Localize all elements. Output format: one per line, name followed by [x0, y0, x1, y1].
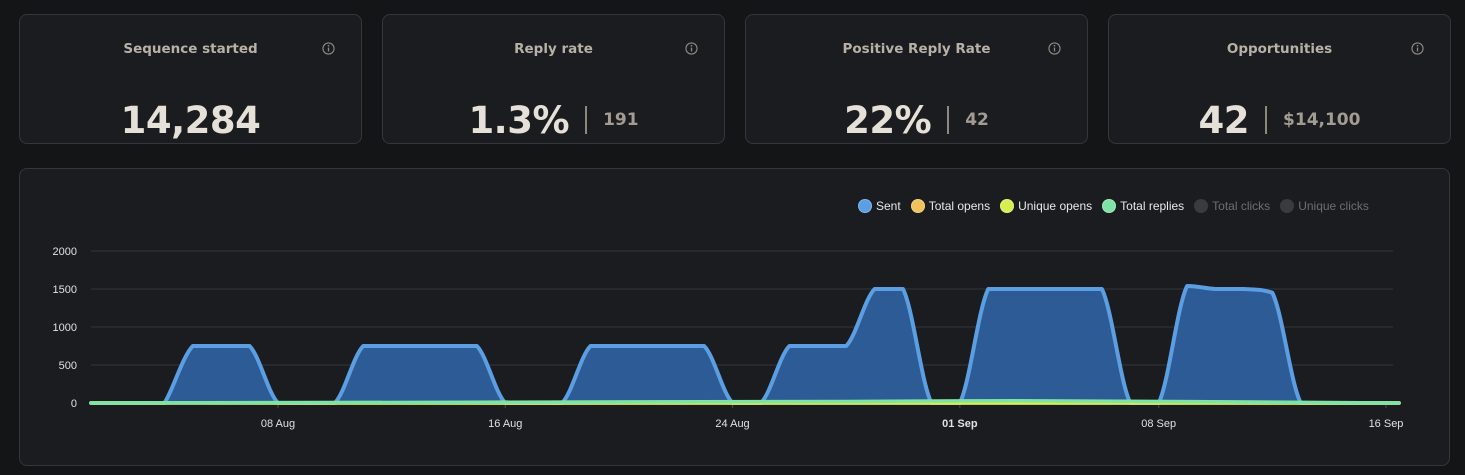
y-tick-label: 500 [59, 360, 77, 372]
legend-label: Total clicks [1212, 199, 1271, 213]
value-divider [947, 106, 950, 134]
info-icon[interactable] [685, 42, 698, 55]
value-divider [585, 106, 588, 134]
value-divider [1265, 106, 1268, 134]
card-value-row: 14,284 [20, 97, 361, 143]
card-value: 22% [844, 98, 932, 142]
legend-dot [1194, 199, 1209, 213]
legend-dot [1280, 199, 1295, 213]
legend-item-total-replies[interactable]: Total replies [1102, 199, 1184, 213]
kpi-card-reply-rate: Reply rate 1.3% 191 [382, 14, 725, 144]
info-icon[interactable] [1048, 42, 1061, 55]
card-title: Positive Reply Rate [842, 41, 991, 57]
legend-dot [1102, 199, 1117, 213]
legend-dot [910, 199, 925, 213]
card-secondary-value: 191 [603, 110, 639, 130]
legend-dot [1000, 199, 1015, 213]
legend-item-unique-opens[interactable]: Unique opens [1000, 199, 1092, 213]
y-tick-label: 1500 [53, 284, 77, 296]
series-area-sent [91, 285, 1399, 403]
card-secondary-value: $14,100 [1283, 110, 1361, 130]
info-icon[interactable] [322, 42, 335, 55]
x-tick-label: 16 Sep [1369, 418, 1404, 430]
y-tick-label: 2000 [53, 246, 77, 258]
card-title: Sequence started [123, 41, 258, 57]
legend-label: Total opens [928, 199, 991, 213]
y-tick-label: 0 [71, 398, 77, 410]
series-line-total-replies [89, 398, 1401, 405]
card-title: Reply rate [514, 41, 593, 57]
x-tick-label: 01 Sep [942, 418, 978, 430]
chart-legend: Sent Total opens Unique opens Total repl… [858, 199, 1379, 213]
legend-label: Unique opens [1018, 199, 1093, 213]
card-value-row: 1.3% 191 [383, 97, 724, 143]
kpi-card-opportunities: Opportunities 42 $14,100 [1108, 14, 1451, 144]
legend-item-unique-clicks[interactable]: Unique clicks [1280, 199, 1369, 213]
card-secondary-value: 42 [965, 110, 989, 130]
legend-item-total-opens[interactable]: Total opens [910, 199, 991, 213]
x-tick-label: 08 Sep [1141, 418, 1176, 430]
x-tick-label: 16 Aug [488, 418, 522, 430]
info-icon[interactable] [1411, 42, 1424, 55]
legend-label: Total replies [1120, 199, 1185, 213]
kpi-card-positive-reply-rate: Positive Reply Rate 22% 42 [745, 14, 1088, 144]
card-value-row: 22% 42 [746, 97, 1087, 143]
x-tick-label: 08 Aug [261, 418, 295, 430]
y-tick-label: 1000 [53, 322, 77, 334]
legend-item-total-clicks[interactable]: Total clicks [1194, 199, 1270, 213]
legend-item-sent[interactable]: Sent [858, 199, 901, 213]
card-value: 1.3% [468, 98, 570, 142]
card-value: 14,284 [120, 98, 261, 142]
card-value: 42 [1198, 98, 1250, 142]
legend-label: Sent [876, 199, 901, 213]
kpi-card-sequence-started: Sequence started 14,284 [19, 14, 362, 144]
legend-label: Unique clicks [1298, 199, 1369, 213]
card-value-row: 42 $14,100 [1109, 97, 1450, 143]
card-title: Opportunities [1226, 41, 1333, 57]
legend-dot [858, 199, 872, 213]
x-tick-label: 24 Aug [715, 418, 749, 430]
